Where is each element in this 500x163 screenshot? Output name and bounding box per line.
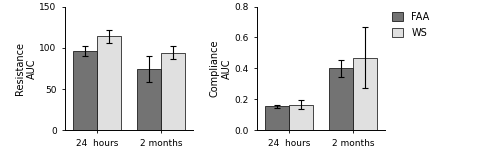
Bar [289,105,313,130]
Bar [74,51,97,130]
Y-axis label: Resistance
AUC: Resistance AUC [15,42,36,95]
Legend: FAA, WS: FAA, WS [390,10,432,39]
Y-axis label: Compliance
AUC: Compliance AUC [210,40,232,97]
Bar [161,53,184,130]
Bar [266,106,289,130]
Bar [329,68,353,130]
Bar [137,69,161,130]
Bar [353,58,376,130]
Bar [97,36,121,130]
